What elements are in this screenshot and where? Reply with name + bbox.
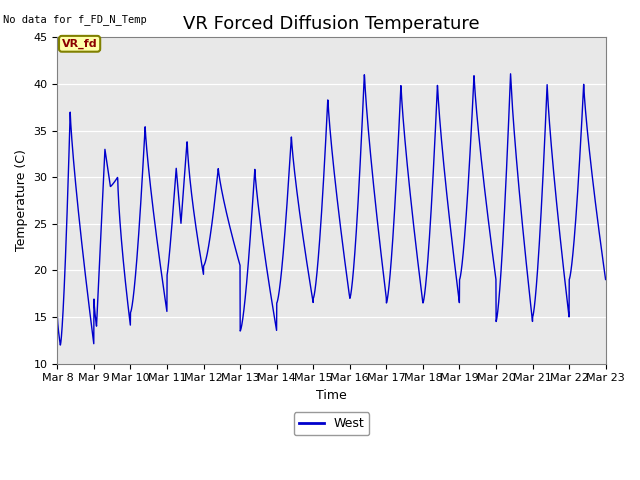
Text: No data for f_FD_N_Temp: No data for f_FD_N_Temp xyxy=(3,14,147,25)
Y-axis label: Temperature (C): Temperature (C) xyxy=(15,150,28,252)
X-axis label: Time: Time xyxy=(316,389,347,402)
Text: VR_fd: VR_fd xyxy=(62,39,97,49)
Title: VR Forced Diffusion Temperature: VR Forced Diffusion Temperature xyxy=(183,15,480,33)
Legend: West: West xyxy=(294,412,369,435)
